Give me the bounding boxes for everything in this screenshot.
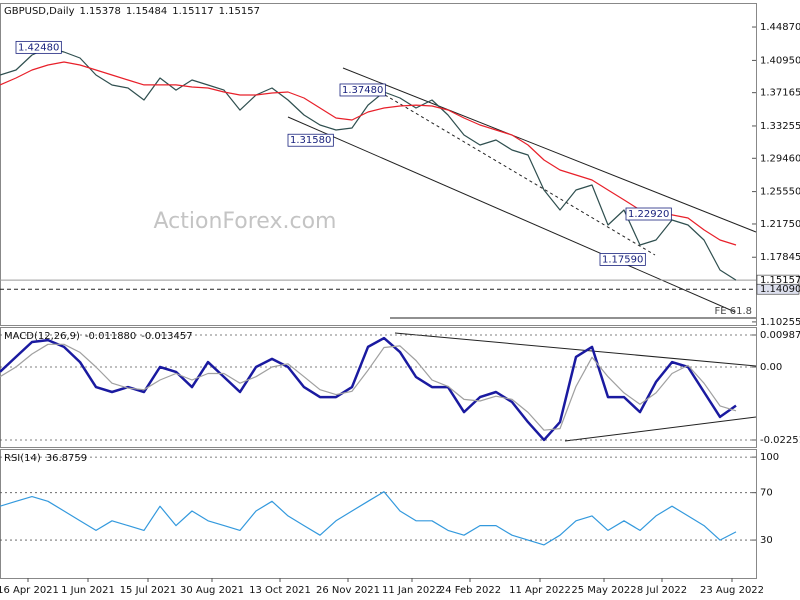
fe-label: FE 61.8 xyxy=(714,306,752,317)
channel-lower xyxy=(287,116,736,313)
x-tick-label: 25 May 2022 xyxy=(571,585,636,596)
x-tick-label: 24 Feb 2022 xyxy=(439,585,501,596)
x-tick-label: 1 Jun 2021 xyxy=(61,585,115,596)
annotation-box xyxy=(625,207,672,221)
ohlc-value: 1.15484 xyxy=(126,6,167,17)
y-tick-label: 0.00 xyxy=(760,362,782,373)
y-tick-label: 70 xyxy=(760,488,773,499)
annotation-label: 1.42480 xyxy=(18,42,59,53)
channel-mid xyxy=(384,94,656,256)
panel-title: GBPUSD,Daily xyxy=(4,6,75,17)
annotation-label: 1.37480 xyxy=(342,85,383,96)
price-label-box xyxy=(756,283,800,295)
x-tick-label: 11 Apr 2022 xyxy=(509,585,571,596)
y-tick-label: 30 xyxy=(760,535,773,546)
annotation-label: 1.31580 xyxy=(290,135,331,146)
x-tick-label: 11 Jan 2022 xyxy=(382,585,442,596)
series-line xyxy=(0,336,737,442)
annotation-box xyxy=(599,253,646,266)
y-tick-label: 1.33255 xyxy=(760,121,800,132)
y-tick-label: 1.21750 xyxy=(760,219,800,230)
y-tick-label: 1.17845 xyxy=(760,252,800,263)
series-line xyxy=(0,491,737,546)
price-frame xyxy=(0,3,757,326)
series-line xyxy=(0,47,737,281)
x-tick-label: 23 Aug 2022 xyxy=(700,585,764,596)
price-label: 1.14090 xyxy=(760,284,800,295)
macd-trend-upper xyxy=(394,332,757,367)
indicator-value: -0.011880 xyxy=(85,331,136,342)
y-tick-label: 1.10255 xyxy=(760,317,800,328)
watermark: ActionForex.com xyxy=(154,209,337,234)
x-tick-label: 26 Nov 2021 xyxy=(316,585,380,596)
annotation-box xyxy=(287,133,334,147)
panel-title: MACD(12,26,9) xyxy=(4,331,80,342)
x-tick-label: 8 Jul 2022 xyxy=(637,585,687,596)
y-tick-label: 1.44870 xyxy=(760,22,800,33)
ohlc-value: 1.15117 xyxy=(172,6,213,17)
x-tick-label: 13 Oct 2021 xyxy=(249,585,311,596)
channel-upper xyxy=(342,67,757,233)
macd-trend-lower xyxy=(564,416,757,442)
y-tick-label: 1.29460 xyxy=(760,153,800,164)
y-tick-label: 100 xyxy=(760,452,779,463)
x-tick-label: 15 Jul 2021 xyxy=(120,585,177,596)
y-tick-label: 1.25550 xyxy=(760,187,800,198)
y-tick-label: -0.022516 xyxy=(760,435,800,446)
y-tick-label: 0.009872 xyxy=(760,330,800,341)
x-tick-label: 30 Aug 2021 xyxy=(180,585,244,596)
macd-frame xyxy=(0,327,757,448)
y-tick-label: 1.37165 xyxy=(760,88,800,99)
annotation-label: 1.17590 xyxy=(602,254,643,265)
annotation-label: 1.22920 xyxy=(628,209,669,220)
series-line xyxy=(0,343,737,431)
indicator-value: -0.013457 xyxy=(141,331,192,342)
indicator-value: 36.8759 xyxy=(46,453,87,464)
annotation-box xyxy=(15,40,62,54)
series-line xyxy=(0,61,737,246)
y-tick-label: 1.40950 xyxy=(760,55,800,66)
panel-title: RSI(14) xyxy=(4,453,41,464)
annotation-box xyxy=(339,83,386,97)
price-label: 1.15157 xyxy=(760,275,800,286)
rsi-frame xyxy=(0,449,757,579)
ohlc-value: 1.15378 xyxy=(80,6,121,17)
ohlc-value: 1.15157 xyxy=(219,6,260,17)
x-tick-label: 16 Apr 2021 xyxy=(0,585,59,596)
